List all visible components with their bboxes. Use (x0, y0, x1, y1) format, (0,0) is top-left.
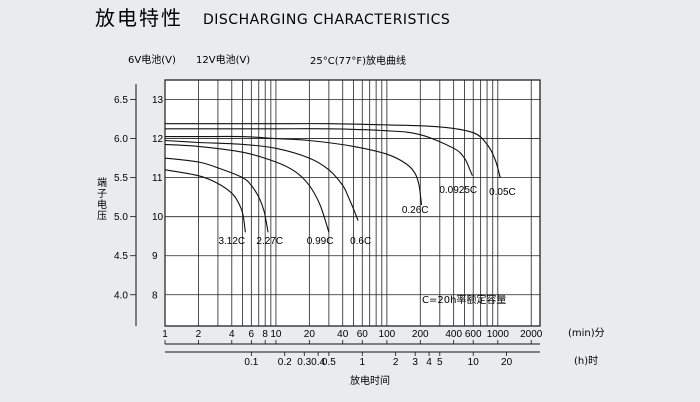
x-axis-hours: 0.1 0.2 0.3 0.40.5 1 2 3 4 5 10 20 (165, 351, 540, 368)
x-tick-min: 4 (229, 329, 235, 340)
y-tick-12v: 11 (152, 173, 163, 184)
x-unit-hours: (h)时 (574, 355, 598, 367)
x-tick-h: 3 (412, 357, 418, 368)
x-tick-h: 2 (393, 357, 399, 368)
curve-labels: 3.12C 2.27C 0.99C 0.6C 0.26C 0.0925C 0.05C (218, 185, 515, 247)
horizontal-grid (165, 99, 540, 296)
curve-2.27C (164, 157, 269, 233)
page-title-cn: 放电特性 (95, 6, 183, 30)
curve-label-0.05C: 0.05C (489, 187, 516, 198)
x-axis-minutes: 1 2 4 6 8 10 20 40 60 100 200 400 600 1000 2000 (162, 329, 543, 345)
x-tick-min: 60 (357, 329, 369, 340)
x-tick-min: 8 (262, 329, 268, 340)
x-tick-min: 2 (196, 329, 202, 340)
curve-label-3.12C: 3.12C (218, 236, 245, 247)
y-tick-6v: 4.0 (114, 290, 128, 301)
x-tick-min: 200 (412, 329, 429, 340)
y-tick-6v: 5.5 (114, 173, 128, 184)
x-axis-label: 放电时间 (350, 374, 390, 387)
x-tick-min: 40 (337, 329, 349, 340)
x-tick-min: 2000 (520, 329, 543, 340)
x-tick-h: 0.1 (244, 357, 258, 368)
y-side-char: 子 (97, 188, 107, 200)
curve-label-2.27C: 2.27C (256, 236, 283, 247)
y-side-char: 电 (97, 198, 107, 211)
y-tick-12v: 8 (152, 290, 158, 301)
discharge-curves (164, 123, 501, 233)
y-tick-12v: 9 (152, 251, 158, 262)
x-tick-min: 6 (249, 329, 255, 340)
x-tick-min: 600 (465, 329, 482, 340)
y-axis-label-12v: 12V电池(V) (196, 53, 250, 66)
x-tick-h: 10 (468, 357, 480, 368)
y-axis-label-6v: 6V电池(V) (128, 53, 176, 66)
x-tick-h: 1 (359, 357, 365, 368)
x-unit-minutes: (min)分 (568, 327, 605, 339)
plot-area (164, 79, 541, 327)
x-tick-h: 0.5 (322, 357, 336, 368)
page-title-en: DISCHARGING CHARACTERISTICS (203, 12, 450, 28)
curve-label-0.99C: 0.99C (307, 236, 334, 247)
x-tick-h: 20 (501, 357, 513, 368)
x-tick-min: 20 (304, 329, 316, 340)
y-tick-6v: 6.5 (114, 95, 128, 106)
y-tick-12v: 12 (152, 134, 164, 145)
x-tick-h: 4 (426, 357, 432, 368)
x-tick-h: 5 (437, 357, 443, 368)
y-tick-12v: 13 (152, 95, 164, 106)
capacity-note: C=20h率额定容量 (422, 293, 506, 306)
curve-0.0925C (165, 128, 473, 176)
y-side-char: 压 (97, 210, 107, 222)
x-tick-min: 1000 (487, 329, 510, 340)
y-tick-12v: 10 (152, 212, 164, 223)
x-tick-min: 10 (270, 329, 282, 340)
x-tick-min: 400 (445, 329, 462, 340)
x-tick-min: 1 (162, 329, 168, 340)
x-tick-min: 100 (379, 329, 396, 340)
curve-0.6C (164, 139, 359, 221)
y-tick-6v: 4.5 (114, 251, 128, 262)
y-tick-6v: 6.0 (114, 134, 128, 145)
x-tick-h: 0.3 (297, 357, 311, 368)
x-tick-h: 0.2 (278, 357, 292, 368)
y-ticks-6v: 6.5 6.0 5.5 5.0 4.5 4.0 (114, 95, 136, 301)
y-ticks-12v: 13 12 11 10 9 8 (152, 95, 164, 301)
y-tick-6v: 5.0 (114, 212, 128, 223)
chart-title: 25°C(77°F)放电曲线 (310, 54, 406, 67)
curve-label-0.26C: 0.26C (402, 205, 429, 216)
curve-label-0.6C: 0.6C (350, 236, 371, 247)
curve-3.12C (164, 169, 246, 233)
curve-0.26C (164, 135, 423, 206)
x-tick-h: 0.4 (311, 357, 325, 368)
curve-label-0.0925C: 0.0925C (439, 185, 477, 196)
vertical-grid (164, 80, 532, 326)
curve-0.99C (164, 143, 330, 233)
curve-0.05C (165, 123, 501, 178)
y-side-char: 端 (97, 176, 107, 189)
